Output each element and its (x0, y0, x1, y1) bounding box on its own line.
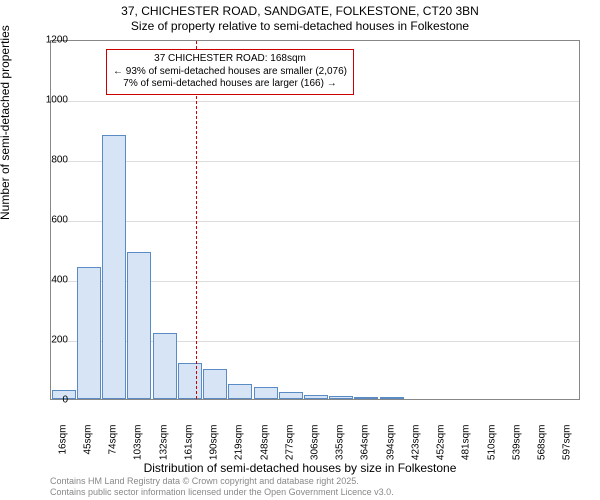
gridline (51, 161, 579, 162)
y-axis-label: Number of semi-detached properties (0, 25, 12, 220)
histogram-bar (77, 267, 101, 399)
y-tick-label: 0 (28, 395, 68, 406)
annotation-line2: ← 93% of semi-detached houses are smalle… (113, 66, 347, 79)
annotation-box: 37 CHICHESTER ROAD: 168sqm← 93% of semi-… (106, 49, 354, 95)
title-line2: Size of property relative to semi-detach… (0, 19, 600, 34)
histogram-bar (304, 395, 328, 400)
histogram-bar (279, 392, 303, 400)
histogram-bar (153, 333, 177, 399)
histogram-bar (228, 384, 252, 399)
histogram-bar (354, 397, 378, 399)
y-tick-label: 1200 (28, 35, 68, 46)
reference-line (196, 41, 197, 399)
plot-area: 37 CHICHESTER ROAD: 168sqm← 93% of semi-… (50, 40, 580, 400)
histogram-bar (380, 397, 404, 399)
footer-line2: Contains public sector information licen… (50, 487, 394, 498)
gridline (51, 101, 579, 102)
y-tick-label: 800 (28, 155, 68, 166)
footer-line1: Contains HM Land Registry data © Crown c… (50, 476, 394, 487)
y-tick-label: 1000 (28, 95, 68, 106)
gridline (51, 221, 579, 222)
chart-title: 37, CHICHESTER ROAD, SANDGATE, FOLKESTON… (0, 0, 600, 34)
chart-container: 37, CHICHESTER ROAD, SANDGATE, FOLKESTON… (0, 0, 600, 500)
histogram-bar (102, 135, 126, 399)
annotation-line3: 7% of semi-detached houses are larger (1… (113, 78, 347, 91)
histogram-bar (178, 363, 202, 399)
y-tick-label: 400 (28, 275, 68, 286)
histogram-bar (254, 387, 278, 399)
title-line1: 37, CHICHESTER ROAD, SANDGATE, FOLKESTON… (0, 4, 600, 19)
annotation-line1: 37 CHICHESTER ROAD: 168sqm (113, 53, 347, 66)
y-tick-label: 200 (28, 335, 68, 346)
y-tick-label: 600 (28, 215, 68, 226)
histogram-bar (127, 252, 151, 399)
footer-attribution: Contains HM Land Registry data © Crown c… (50, 476, 394, 498)
histogram-bar (329, 396, 353, 399)
histogram-bar (203, 369, 227, 399)
x-axis-label: Distribution of semi-detached houses by … (0, 461, 600, 475)
